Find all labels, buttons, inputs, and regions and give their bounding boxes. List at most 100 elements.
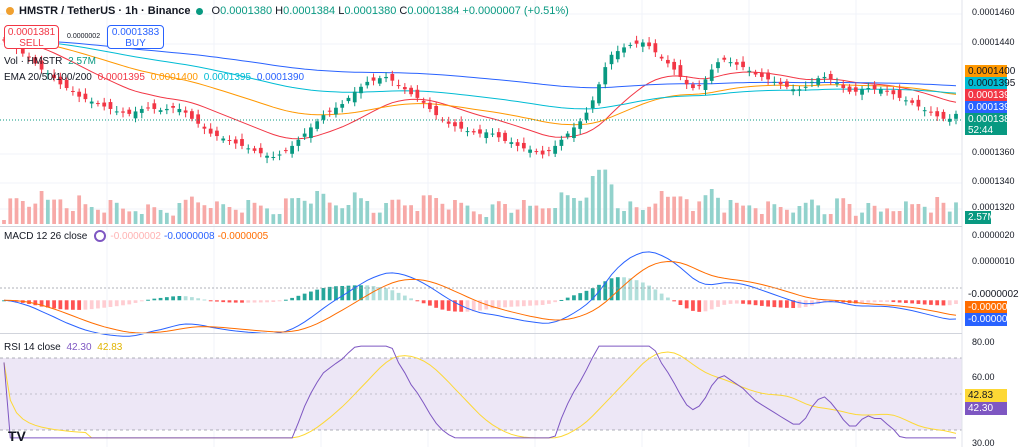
ema200-line	[4, 39, 957, 89]
macd-hist-bar	[766, 300, 770, 307]
candle-body	[340, 104, 345, 108]
candle-body	[891, 90, 896, 95]
macd-hist-bar	[252, 300, 257, 303]
macd-legend[interactable]: MACD 12 26 close -0.0000002 -0.0000008 -…	[4, 230, 271, 242]
volume-bar	[578, 200, 583, 224]
volume-bar	[296, 198, 301, 224]
volume-bar	[146, 204, 150, 224]
macd-hist-bar	[133, 300, 138, 303]
candle-body	[603, 67, 608, 85]
ema-legend[interactable]: EMA 20/50/100/200 0.0001395 0.0001400 0.…	[4, 72, 307, 83]
volume-bar	[71, 211, 75, 224]
rsi-ma-value: 42.83	[97, 342, 123, 353]
volume-bar	[691, 211, 695, 224]
macd-hist-bar	[221, 300, 226, 303]
macd-hist-bar	[628, 278, 633, 301]
candle-body	[271, 156, 276, 158]
macd-hist-bar	[572, 295, 576, 301]
macd-hist-bar	[258, 300, 263, 303]
candle-body	[309, 127, 313, 139]
market-status-icon	[195, 7, 203, 15]
macd-hist-bar	[853, 300, 858, 304]
volume-legend[interactable]: Vol · HMSTR 2.57M	[4, 56, 99, 67]
macd-hist-bar	[83, 300, 88, 310]
pane-divider-macd[interactable]	[0, 226, 962, 227]
candle-body	[45, 73, 50, 75]
volume-bar	[158, 210, 163, 224]
volume-bar	[496, 201, 501, 224]
volume-bar	[728, 200, 733, 224]
macd-line-tag: -0.0000008	[965, 313, 1019, 326]
volume-bar	[246, 200, 251, 224]
rsi-legend[interactable]: RSI 14 close 42.30 42.83	[4, 342, 125, 353]
candle-body	[759, 73, 764, 77]
candle-body	[597, 84, 601, 104]
macd-line	[3, 251, 957, 337]
macd-hist-bar	[396, 292, 401, 301]
candle-body	[102, 102, 107, 107]
macd-hist-bar	[684, 300, 689, 309]
macd-hist-bar	[891, 300, 896, 303]
volume-bar	[265, 208, 269, 224]
volume-bar	[89, 207, 94, 224]
candle-body	[910, 100, 915, 103]
candle-body	[208, 128, 213, 134]
volume-bar	[803, 202, 808, 224]
ema-lines	[3, 39, 957, 140]
macd-histogram	[2, 277, 958, 312]
price-tick: 0.0001320	[972, 202, 1015, 212]
macd-hist-bar	[709, 300, 714, 310]
candle-body	[139, 108, 144, 113]
volume-bar	[922, 206, 927, 224]
candle-body	[484, 132, 489, 139]
macd-hist-bar	[528, 300, 532, 306]
volume-bar	[515, 209, 520, 224]
macd-hist-bar	[390, 290, 395, 301]
candle-body	[2, 39, 6, 41]
macd-hist-bar	[565, 297, 570, 301]
sell-button[interactable]: 0.0001381 SELL	[4, 25, 59, 49]
candle-body	[89, 101, 94, 104]
volume-bar	[684, 199, 689, 224]
macd-hist-bar	[334, 286, 338, 301]
change-value: +0.0000007 (+0.51%)	[462, 5, 569, 17]
volume-bar	[453, 200, 457, 224]
rsi-tick: 60.00	[972, 372, 995, 382]
candle-body	[734, 62, 739, 65]
macd-hist-bar	[108, 300, 113, 307]
candle-body	[578, 121, 583, 129]
candlesticks	[2, 35, 958, 164]
candle-body	[127, 109, 132, 114]
pane-divider-rsi[interactable]	[0, 333, 962, 334]
candle-body	[935, 111, 940, 117]
volume-bar	[910, 204, 915, 224]
candle-body	[478, 129, 482, 134]
volume-bar	[597, 169, 601, 224]
ema20-price-tag: 0.0001395	[965, 89, 1015, 102]
settings-icon[interactable]	[94, 230, 107, 242]
candle-body	[822, 76, 827, 79]
candle-body	[453, 122, 457, 127]
volume-bar	[521, 200, 526, 224]
macd-hist-bar	[421, 300, 426, 304]
macd-hist-bar	[741, 300, 745, 304]
volume-bar	[941, 202, 946, 224]
volume-bar	[33, 203, 38, 224]
volume-bar	[509, 212, 514, 224]
macd-hist-bar	[791, 300, 796, 309]
symbol-title[interactable]: HMSTR / TetherUS · 1h · Binance	[19, 5, 191, 17]
volume-bar	[164, 212, 169, 224]
macd-hist-bar	[215, 300, 219, 302]
candle-body	[152, 103, 157, 109]
buy-button[interactable]: 0.0001383 BUY	[107, 25, 164, 49]
volume-bar	[20, 201, 25, 224]
candle-body	[672, 61, 677, 70]
volume-bar	[540, 208, 545, 224]
tradingview-logo[interactable]: TV	[8, 428, 26, 444]
candle-body	[615, 51, 620, 60]
volume-bar	[2, 220, 6, 224]
volume-bar	[703, 195, 708, 224]
volume-bar	[202, 205, 207, 224]
volume-bar	[916, 204, 921, 224]
